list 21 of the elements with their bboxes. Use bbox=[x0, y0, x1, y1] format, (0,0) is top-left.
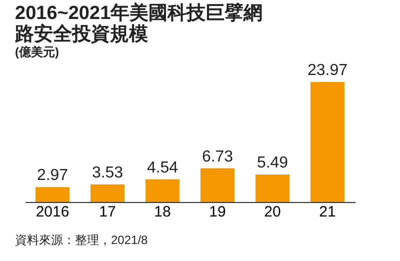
x-tick-label: 18 bbox=[154, 204, 171, 220]
bar bbox=[256, 174, 290, 202]
bar bbox=[200, 168, 234, 202]
x-tick-label: 2016 bbox=[36, 204, 70, 220]
x-tick-label: 21 bbox=[319, 204, 336, 220]
bar bbox=[90, 184, 124, 202]
source-note: 資料來源：整理，2021/8 bbox=[15, 233, 148, 247]
data-label: 5.49 bbox=[256, 154, 288, 172]
x-tick-label: 19 bbox=[209, 204, 226, 220]
chart-subtitle: (億美元) bbox=[15, 45, 59, 59]
x-tick-label: 20 bbox=[264, 204, 281, 220]
x-tick-label: 17 bbox=[99, 204, 116, 220]
bar bbox=[310, 82, 344, 202]
data-label: 2.97 bbox=[36, 167, 68, 184]
data-label: 3.53 bbox=[92, 164, 124, 182]
data-label: 4.54 bbox=[146, 159, 178, 176]
chart-title: 2016~2021年美國科技巨擘網路安全投資規模 bbox=[14, 2, 263, 45]
bar bbox=[146, 179, 180, 202]
data-label: 6.73 bbox=[202, 148, 234, 166]
bar bbox=[36, 187, 70, 202]
data-label: 23.97 bbox=[307, 62, 348, 79]
